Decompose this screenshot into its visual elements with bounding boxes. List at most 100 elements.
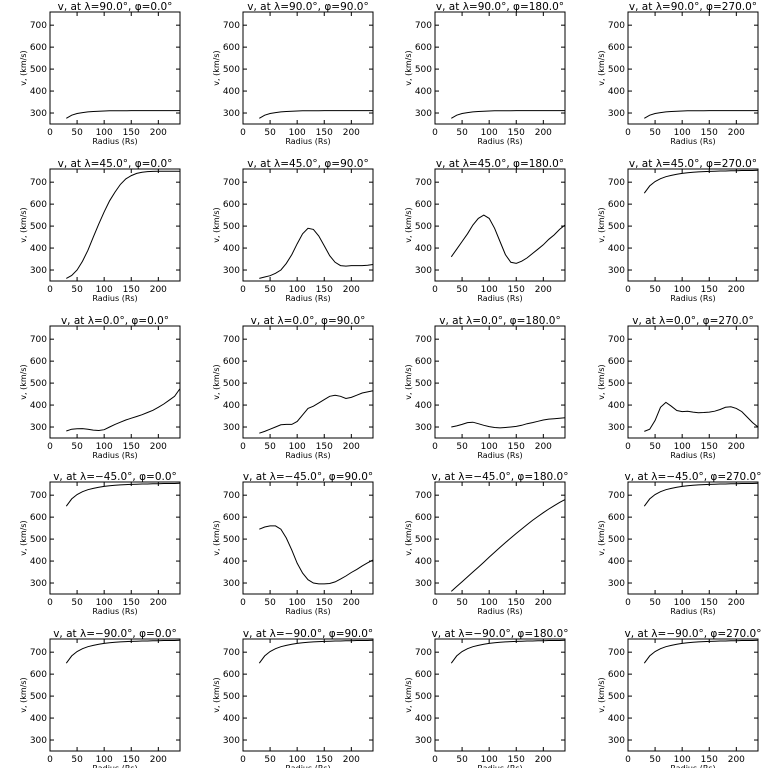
- y-tick-label: 500: [30, 379, 47, 389]
- y-tick-label: 500: [30, 65, 47, 75]
- x-tick-label: 100: [674, 442, 691, 452]
- series-line: [65, 639, 181, 664]
- x-tick-label: 200: [150, 285, 167, 295]
- y-tick-label: 400: [30, 401, 47, 411]
- x-tick-label: 150: [316, 128, 333, 138]
- y-axis-label: v, (km/s): [404, 364, 413, 399]
- y-tick-label: 400: [30, 714, 47, 724]
- series-line: [644, 110, 758, 119]
- y-tick-label: 300: [223, 266, 240, 276]
- series-line: [259, 227, 374, 279]
- x-axis-label: Radius (Rs): [477, 137, 522, 146]
- y-tick-label: 400: [415, 714, 432, 724]
- y-tick-label: 300: [30, 579, 47, 589]
- y-tick-label: 300: [608, 579, 625, 589]
- series-line: [643, 169, 759, 194]
- plot-frame: [242, 481, 374, 595]
- panel-title: v, at λ=−45.0°, φ=90.0°: [243, 471, 373, 483]
- panel-12: v, at λ=−45.0°, φ=0.0° 0 50 100 150 200 300 400…: [19, 471, 181, 616]
- panel-16: v, at λ=−90.0°, φ=0.0° 0 50 100 150 200 300 400…: [19, 628, 181, 768]
- x-tick-label: 100: [674, 285, 691, 295]
- y-axis-label: v, (km/s): [404, 50, 413, 85]
- y-tick-label: 600: [608, 200, 625, 210]
- y-tick-label: 500: [223, 379, 240, 389]
- y-tick-label: 400: [223, 244, 240, 254]
- y-tick-label: 400: [608, 87, 625, 97]
- x-tick-label: 0: [240, 755, 246, 765]
- y-tick-label: 500: [30, 535, 47, 545]
- x-tick-label: 50: [649, 285, 661, 295]
- series-line: [644, 401, 759, 432]
- x-tick-label: 100: [674, 128, 691, 138]
- y-tick-label: 700: [415, 335, 432, 345]
- x-tick-label: 0: [625, 442, 631, 452]
- y-tick-label: 500: [608, 535, 625, 545]
- y-tick-label: 400: [415, 401, 432, 411]
- x-tick-label: 200: [150, 128, 167, 138]
- x-tick-label: 0: [432, 598, 438, 608]
- x-tick-label: 100: [674, 755, 691, 765]
- panel-19: v, at λ=−90.0°, φ=270.0° 0 50 100 150 200 300 4…: [597, 628, 761, 768]
- panel-title: v, at λ=0.0°, φ=0.0°: [61, 315, 169, 327]
- plot-frame: [49, 11, 181, 125]
- x-tick-label: 50: [264, 598, 276, 608]
- y-axis-label: v, (km/s): [404, 677, 413, 712]
- y-tick-label: 600: [223, 43, 240, 53]
- x-axis-label: Radius (Rs): [477, 294, 522, 303]
- x-tick-label: 50: [264, 442, 276, 452]
- x-tick-label: 50: [71, 128, 83, 138]
- panel-title: v, at λ=0.0°, φ=180.0°: [439, 315, 560, 327]
- plot-frame: [49, 481, 181, 595]
- y-axis-label: v, (km/s): [404, 207, 413, 242]
- x-tick-label: 200: [728, 442, 745, 452]
- y-tick-label: 600: [223, 200, 240, 210]
- plot-frame: [242, 168, 374, 282]
- x-tick-label: 50: [456, 128, 468, 138]
- x-tick-label: 0: [625, 285, 631, 295]
- y-axis-label: v, (km/s): [212, 207, 221, 242]
- y-tick-label: 700: [223, 335, 240, 345]
- y-tick-label: 700: [223, 648, 240, 658]
- y-tick-label: 700: [30, 648, 47, 658]
- x-tick-label: 100: [674, 598, 691, 608]
- x-tick-label: 150: [701, 755, 718, 765]
- y-tick-label: 300: [415, 579, 432, 589]
- panel-title: v, at λ=−45.0°, φ=270.0°: [625, 471, 762, 483]
- panel-17: v, at λ=−90.0°, φ=90.0° 0 50 100 150 200 300 40…: [212, 628, 374, 768]
- x-tick-label: 0: [625, 128, 631, 138]
- x-tick-label: 0: [47, 755, 53, 765]
- plot-frame: [627, 481, 759, 595]
- y-tick-label: 700: [415, 491, 432, 501]
- panel-title: v, at λ=45.0°, φ=270.0°: [629, 158, 757, 170]
- panel-6: v, at λ=45.0°, φ=180.0° 0 50 100 150 200 300 40…: [404, 158, 566, 303]
- y-tick-label: 500: [223, 222, 240, 232]
- y-tick-label: 500: [608, 222, 625, 232]
- series-line: [66, 388, 181, 432]
- series-line: [643, 639, 759, 664]
- x-tick-label: 150: [508, 598, 525, 608]
- y-tick-label: 600: [415, 513, 432, 523]
- panel-title: v, at λ=90.0°, φ=180.0°: [436, 1, 564, 13]
- y-tick-label: 400: [608, 244, 625, 254]
- y-tick-label: 700: [608, 178, 625, 188]
- x-tick-label: 0: [47, 442, 53, 452]
- panel-5: v, at λ=45.0°, φ=90.0° 0 50 100 150 200 300 400…: [212, 158, 374, 303]
- x-tick-label: 50: [456, 755, 468, 765]
- x-tick-label: 200: [343, 755, 360, 765]
- y-tick-label: 500: [30, 222, 47, 232]
- y-tick-label: 600: [30, 670, 47, 680]
- y-tick-label: 300: [608, 109, 625, 119]
- panel-title: v, at λ=45.0°, φ=90.0°: [247, 158, 368, 170]
- x-tick-label: 150: [316, 598, 333, 608]
- y-tick-label: 300: [608, 736, 625, 746]
- x-tick-label: 100: [96, 442, 113, 452]
- y-tick-label: 700: [223, 491, 240, 501]
- x-tick-label: 0: [432, 755, 438, 765]
- series-line: [259, 110, 373, 119]
- y-tick-label: 500: [415, 692, 432, 702]
- series-line: [258, 639, 374, 664]
- plot-frame: [627, 11, 759, 125]
- y-tick-label: 700: [223, 178, 240, 188]
- y-tick-label: 300: [608, 423, 625, 433]
- plot-frame: [49, 638, 181, 752]
